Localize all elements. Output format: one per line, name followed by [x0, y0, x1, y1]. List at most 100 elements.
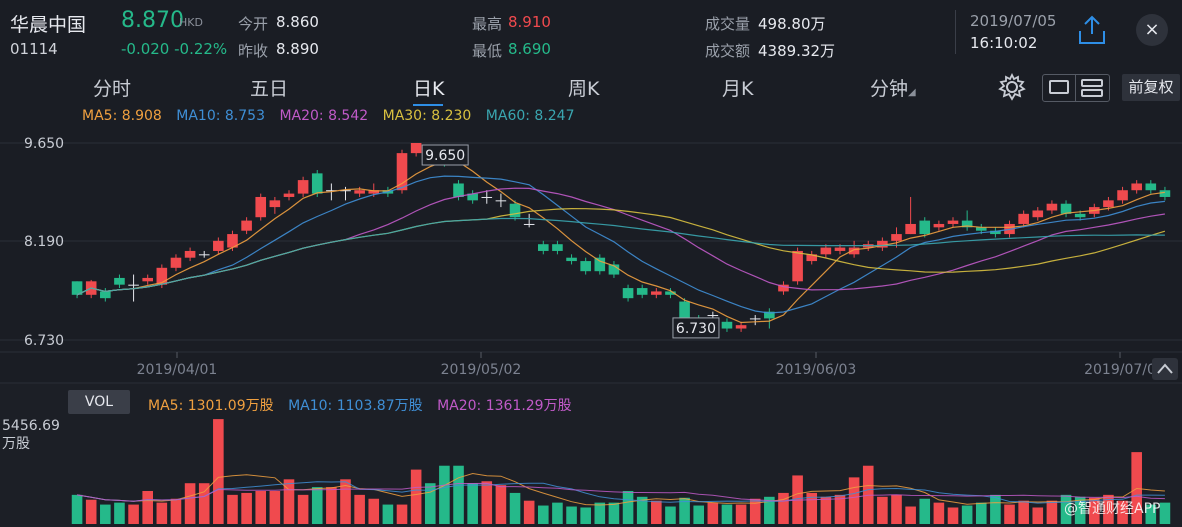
volume-bar	[227, 494, 238, 524]
adjust-button[interactable]: 前复权	[1122, 74, 1180, 101]
candle-body	[622, 288, 634, 299]
tab-five-day[interactable]: 五日	[250, 78, 289, 100]
candle-body	[523, 223, 535, 225]
gear-icon[interactable]	[998, 73, 1026, 101]
volume-bar	[834, 494, 846, 524]
candle-body	[947, 220, 959, 224]
candle-body	[905, 223, 916, 235]
volume-bar	[594, 502, 606, 524]
candle-body	[198, 254, 210, 256]
tab-weekly-k[interactable]: 周K	[568, 78, 600, 100]
candle-body	[1131, 183, 1142, 191]
volume-bar	[990, 494, 1001, 524]
candle-body	[792, 250, 803, 282]
candle-body	[566, 257, 577, 262]
volume-axis-max: 5456.69 万股	[2, 417, 60, 453]
candle-body	[283, 193, 295, 197]
candle-body	[453, 183, 464, 197]
chevron-up-icon[interactable]	[1152, 358, 1178, 380]
candle-body	[227, 234, 238, 248]
x-tick-label: 2019/06/03	[776, 362, 857, 378]
quote-time: 16:10:02	[970, 34, 1038, 52]
dropdown-caret-icon: ◢	[908, 87, 916, 98]
min-annotation: 6.730	[676, 321, 716, 337]
volume-bar	[439, 465, 450, 524]
candle-body	[184, 250, 196, 258]
layout-divider	[1075, 75, 1076, 101]
candle-body	[326, 190, 337, 192]
volume-bar	[198, 483, 210, 524]
tab-minute[interactable]: 分钟◢	[870, 74, 916, 101]
candle-body	[820, 247, 832, 255]
volume-bar	[184, 483, 196, 524]
candle-body	[1032, 210, 1044, 218]
volume-bar	[71, 494, 83, 524]
volume-bar	[735, 504, 747, 524]
candle-body	[340, 190, 351, 192]
candle-body	[848, 247, 860, 255]
tab-daily-k[interactable]: 日K	[413, 78, 445, 100]
vol-ma20-line	[77, 482, 1165, 502]
candle-body	[1060, 203, 1072, 214]
vol-ma5-line	[77, 472, 1165, 506]
currency-label: HKD	[179, 16, 203, 29]
candle-body	[1117, 190, 1128, 201]
volume-bar	[1018, 500, 1029, 524]
candle-body	[975, 227, 987, 231]
candle-body	[142, 277, 154, 282]
volume-bar	[622, 490, 634, 524]
active-tab-indicator	[413, 104, 443, 106]
candle-body	[594, 257, 606, 272]
single-pane-icon[interactable]	[1049, 80, 1069, 94]
volume-bar	[283, 479, 295, 524]
volume-bar	[85, 499, 97, 524]
volume-bar	[354, 494, 365, 524]
x-tick-label: 2019/04/01	[137, 362, 218, 378]
volume-bar	[1060, 494, 1072, 524]
volume-bar	[651, 500, 662, 524]
volume-bar	[1074, 496, 1086, 524]
quote-header: 华晨中国 01114 8.870 HKD -0.020 -0.22% 今开 8.…	[0, 0, 1182, 66]
vol-ma10-label: MA10: 1103.87万股	[288, 398, 423, 414]
candle-body	[410, 143, 422, 154]
tab-monthly-k[interactable]: 月K	[722, 78, 754, 100]
tab-intraday[interactable]: 分时	[93, 78, 132, 100]
volume-bar	[311, 487, 323, 524]
double-pane-icon-lower	[1081, 89, 1103, 97]
volume-ma-legend: MA5: 1301.09万股 MA10: 1103.87万股 MA20: 136…	[148, 395, 582, 415]
vol-button[interactable]: VOL	[68, 390, 130, 414]
candle-body	[311, 173, 323, 194]
candle-body	[608, 264, 620, 275]
candle-body	[961, 220, 973, 228]
candle-body	[100, 291, 111, 299]
volume-bar	[665, 506, 676, 524]
double-pane-icon[interactable]	[1081, 79, 1103, 87]
ma-legend: MA5: 8.908 MA10: 8.753 MA20: 8.542 MA30:…	[82, 108, 585, 124]
candle-body	[396, 153, 408, 191]
candle-body	[481, 196, 493, 198]
candle-body	[749, 318, 761, 320]
max-annotation: 9.650	[425, 148, 465, 164]
candle-body	[71, 281, 83, 295]
prev-close-label: 昨收	[238, 42, 269, 60]
volume-bar	[481, 481, 493, 524]
candle-body	[241, 220, 252, 231]
low-value: 8.690	[508, 40, 551, 58]
min-annotation-box	[672, 317, 720, 339]
volume-bar	[1103, 494, 1114, 524]
candle-body	[721, 321, 733, 329]
share-icon[interactable]	[1077, 14, 1107, 46]
volume-bar	[848, 477, 860, 524]
turnover-label: 成交额	[705, 42, 751, 60]
volume-bar	[523, 500, 535, 524]
vol-ma5-label: MA5: 1301.09万股	[148, 398, 274, 414]
y-tick-label: 6.730	[24, 333, 64, 349]
max-annotation-box	[421, 144, 469, 166]
candle-body	[778, 284, 789, 292]
volume-bar	[467, 483, 478, 524]
candle-body	[297, 180, 309, 194]
volume-bar	[749, 498, 761, 524]
close-icon[interactable]: ×	[1136, 14, 1168, 46]
volume-bar	[100, 504, 111, 524]
